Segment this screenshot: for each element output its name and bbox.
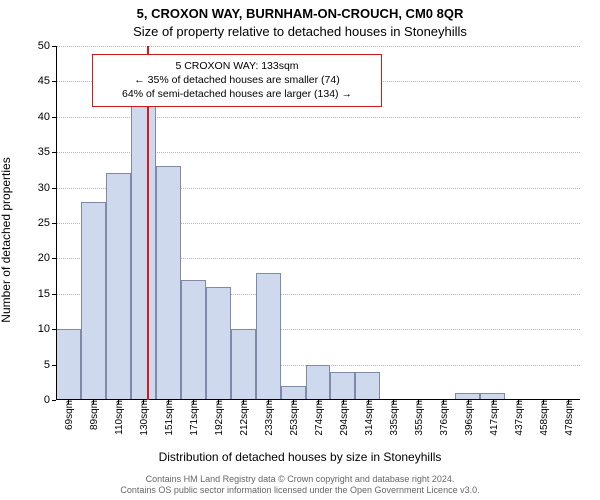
x-tick-label: 89sqm bbox=[89, 400, 100, 430]
y-tick-label: 35 bbox=[38, 146, 50, 158]
y-tick-mark bbox=[52, 117, 56, 118]
y-tick-mark bbox=[52, 294, 56, 295]
y-tick-label: 10 bbox=[38, 323, 50, 335]
y-tick-label: 5 bbox=[44, 359, 50, 371]
y-tick-mark bbox=[52, 188, 56, 189]
x-tick-label: 212sqm bbox=[239, 400, 250, 436]
y-tick-label: 15 bbox=[38, 288, 50, 300]
footer-line1: Contains HM Land Registry data © Crown c… bbox=[0, 474, 600, 485]
x-tick-label: 458sqm bbox=[539, 400, 550, 436]
x-tick-label: 274sqm bbox=[314, 400, 325, 436]
footer-line2: Contains OS public sector information li… bbox=[0, 485, 600, 496]
x-tick-label: 69sqm bbox=[64, 400, 75, 430]
x-tick-label: 171sqm bbox=[189, 400, 200, 436]
x-tick-label: 478sqm bbox=[564, 400, 575, 436]
y-tick-mark bbox=[52, 329, 56, 330]
x-axis-label: Distribution of detached houses by size … bbox=[0, 450, 600, 464]
x-tick-label: 437sqm bbox=[514, 400, 525, 436]
callout-line: 64% of semi-detached houses are larger (… bbox=[101, 87, 373, 101]
callout-line: ← 35% of detached houses are smaller (74… bbox=[101, 73, 373, 87]
x-tick-label: 396sqm bbox=[464, 400, 475, 436]
y-tick-label: 30 bbox=[38, 182, 50, 194]
callout-box: 5 CROXON WAY: 133sqm← 35% of detached ho… bbox=[92, 54, 382, 107]
y-tick-mark bbox=[52, 258, 56, 259]
x-tick-label: 314sqm bbox=[364, 400, 375, 436]
y-tick-label: 50 bbox=[38, 40, 50, 52]
y-tick-mark bbox=[52, 46, 56, 47]
plot-area: 0510152025303540455069sqm89sqm110sqm130s… bbox=[56, 46, 580, 400]
y-tick-mark bbox=[52, 400, 56, 401]
chart-title-line2: Size of property relative to detached ho… bbox=[0, 24, 600, 39]
x-tick-label: 130sqm bbox=[139, 400, 150, 436]
x-tick-label: 253sqm bbox=[289, 400, 300, 436]
y-tick-label: 45 bbox=[38, 75, 50, 87]
footer-attribution: Contains HM Land Registry data © Crown c… bbox=[0, 474, 600, 497]
y-tick-label: 40 bbox=[38, 111, 50, 123]
y-tick-mark bbox=[52, 81, 56, 82]
x-tick-label: 294sqm bbox=[339, 400, 350, 436]
chart-title-line1: 5, CROXON WAY, BURNHAM-ON-CROUCH, CM0 8Q… bbox=[0, 6, 600, 21]
x-tick-label: 355sqm bbox=[414, 400, 425, 436]
x-tick-label: 110sqm bbox=[114, 400, 125, 435]
y-tick-label: 20 bbox=[38, 252, 50, 264]
y-tick-mark bbox=[52, 365, 56, 366]
x-tick-label: 192sqm bbox=[214, 400, 225, 436]
x-tick-label: 376sqm bbox=[439, 400, 450, 436]
y-tick-mark bbox=[52, 223, 56, 224]
x-tick-label: 151sqm bbox=[164, 400, 175, 436]
y-axis-label: Number of detached properties bbox=[0, 157, 13, 322]
y-tick-mark bbox=[52, 152, 56, 153]
x-tick-label: 335sqm bbox=[389, 400, 400, 436]
x-tick-label: 233sqm bbox=[264, 400, 275, 436]
x-tick-label: 417sqm bbox=[489, 400, 500, 436]
callout-line: 5 CROXON WAY: 133sqm bbox=[101, 59, 373, 73]
y-tick-label: 0 bbox=[44, 394, 50, 406]
chart-container: 5, CROXON WAY, BURNHAM-ON-CROUCH, CM0 8Q… bbox=[0, 0, 600, 500]
y-tick-label: 25 bbox=[38, 217, 50, 229]
